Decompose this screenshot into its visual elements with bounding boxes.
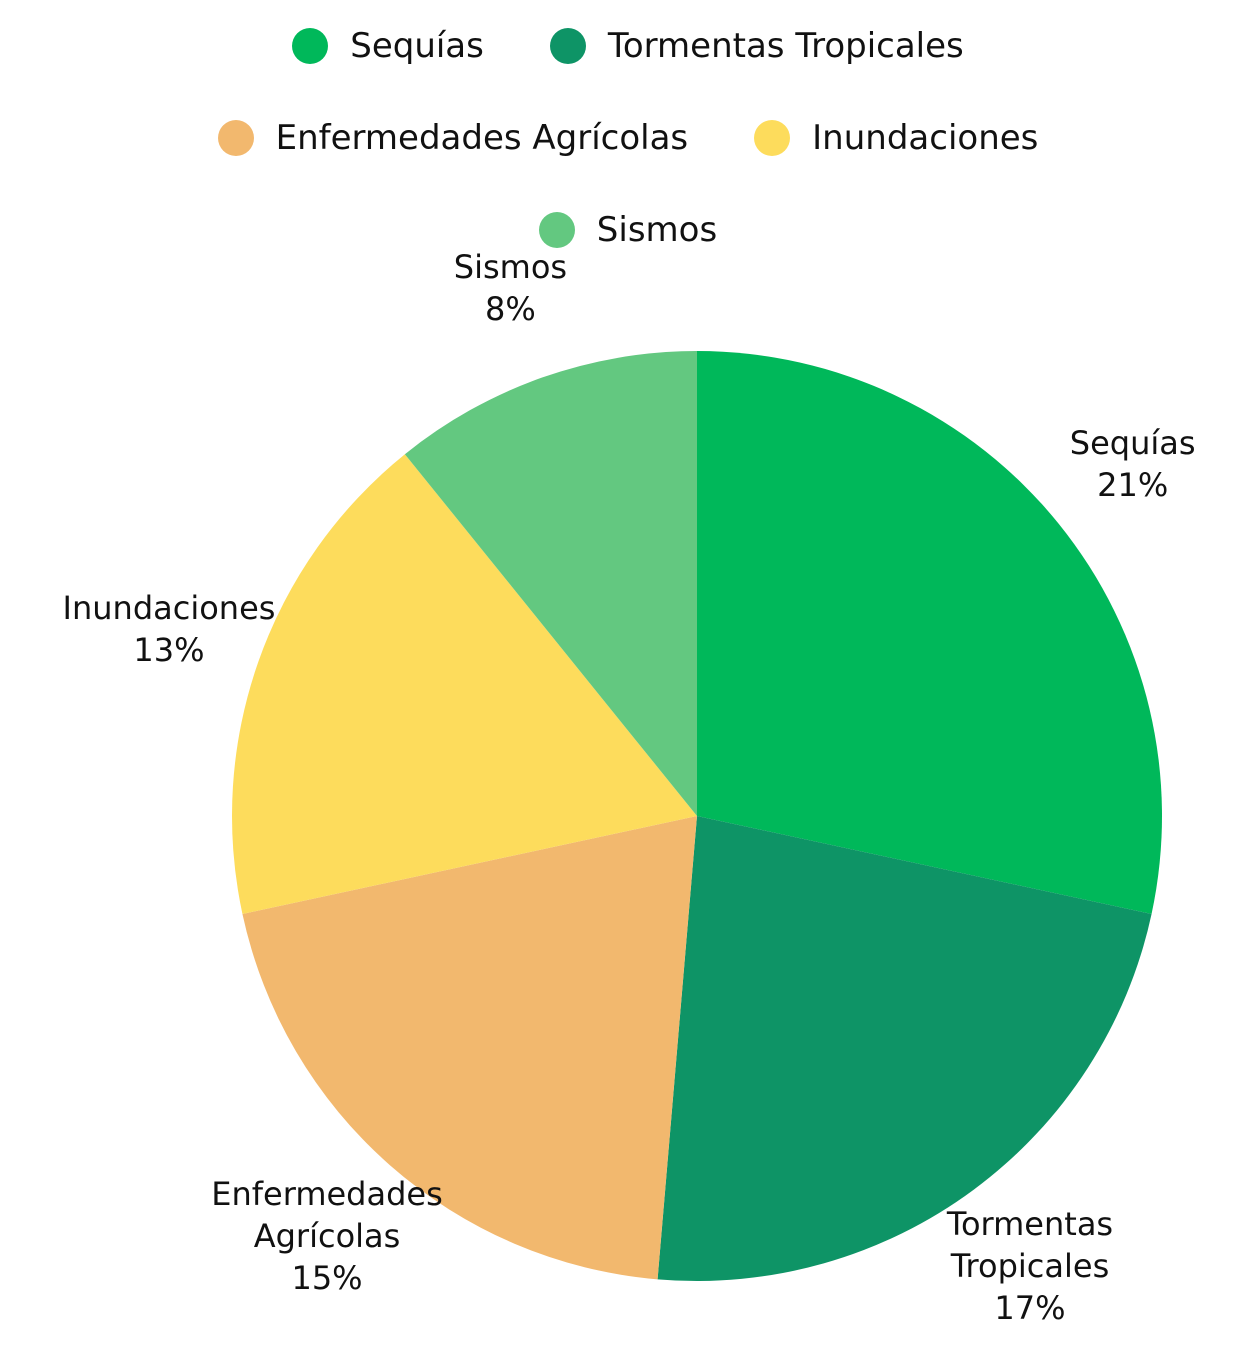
slice-value: 13% (133, 631, 205, 670)
slice-value: 15% (291, 1259, 363, 1298)
legend-label: Sismos (596, 210, 718, 250)
legend-swatch (754, 120, 791, 156)
legend-swatch (538, 212, 575, 248)
pie-slice (657, 816, 1152, 1281)
legend-item: Sismos (538, 184, 718, 276)
slice-value: 17% (994, 1289, 1066, 1328)
slice-category: Tormentas Tropicales (946, 1205, 1114, 1286)
slice-label: Inundaciones 13% (63, 587, 276, 671)
legend-swatch (292, 28, 329, 64)
legend: Sequías Tormentas Tropicales Enfermedades … (198, 0, 1058, 276)
legend-label: Enfermedades Agrícolas (275, 118, 689, 158)
slice-value: 8% (485, 289, 536, 328)
legend-item: Enfermedades Agrícolas (217, 92, 689, 184)
pie-slice (242, 816, 697, 1280)
slice-category: Inundaciones (62, 589, 276, 628)
slice-value: 21% (1097, 466, 1169, 505)
legend-swatch (549, 28, 586, 64)
legend-swatch (217, 120, 254, 156)
slice-category: Enfermedades Agrícolas (211, 1175, 443, 1256)
legend-item: Inundaciones (754, 92, 1038, 184)
slice-category: Sequías (1069, 424, 1196, 463)
slice-label: Sismos 8% (454, 246, 567, 330)
pie-slice (404, 351, 697, 816)
legend-label: Inundaciones (812, 118, 1039, 158)
legend-item: Sequías (292, 0, 484, 92)
legend-item: Tormentas Tropicales (549, 0, 964, 92)
legend-label: Sequías (350, 26, 484, 66)
pie-slice (231, 454, 697, 914)
slice-label: Sequías 21% (1070, 422, 1196, 506)
pie-slice (697, 351, 1163, 914)
slice-label: Enfermedades Agrícolas 15% (187, 1173, 467, 1299)
slice-label: Tormentas Tropicales 17% (916, 1203, 1143, 1329)
legend-label: Tormentas Tropicales (607, 26, 964, 66)
slice-category: Sismos (453, 247, 568, 286)
